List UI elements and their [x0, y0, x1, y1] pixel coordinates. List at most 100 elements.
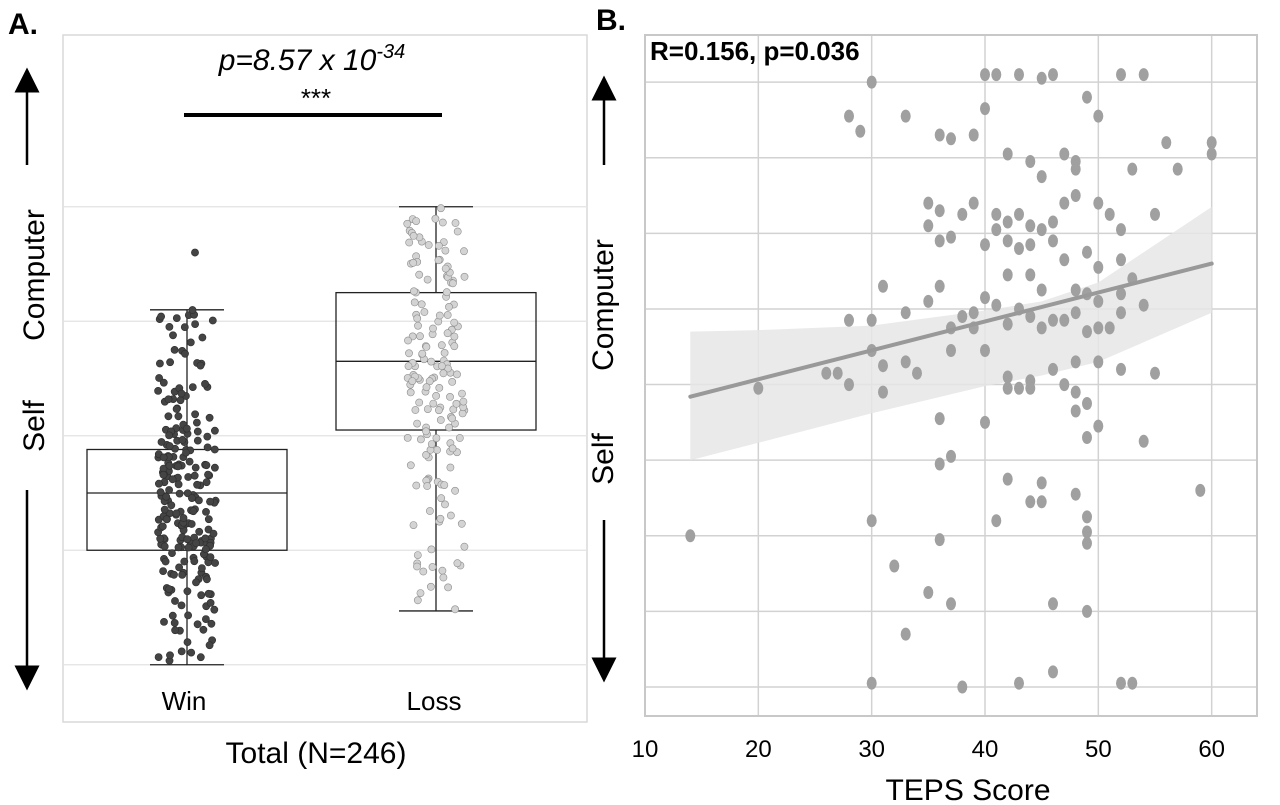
data-point — [438, 218, 447, 227]
scatter-point — [934, 457, 945, 471]
scatter-point — [1082, 325, 1092, 339]
data-point — [176, 396, 185, 405]
scatter-point — [934, 128, 945, 142]
scatter-point — [1127, 162, 1138, 176]
data-point — [446, 392, 454, 401]
data-point — [435, 311, 444, 320]
scatter-point — [1036, 170, 1047, 184]
scatter-point — [1025, 155, 1036, 168]
data-point — [423, 275, 432, 284]
data-point — [429, 399, 438, 408]
data-point — [165, 442, 174, 450]
data-point — [441, 500, 449, 509]
panel-a-x-axis-title: Total (N=246) — [226, 737, 407, 770]
data-point — [178, 571, 187, 579]
significance-stars: *** — [301, 83, 331, 113]
scatter-point — [991, 207, 1002, 221]
scatter-point — [832, 366, 843, 380]
data-point — [434, 241, 443, 250]
scatter-point — [1127, 676, 1138, 690]
scatter-point — [1048, 215, 1058, 229]
data-point — [178, 435, 187, 444]
data-point — [425, 507, 434, 515]
data-point — [441, 246, 450, 255]
scatter-point — [889, 559, 900, 573]
box-loss — [335, 206, 537, 612]
data-point — [188, 306, 197, 314]
data-point — [203, 443, 212, 452]
data-point — [413, 551, 422, 559]
data-point — [210, 463, 219, 472]
panel-b-x-axis-title: TEPS Score — [885, 774, 1050, 805]
scatter-point — [844, 378, 854, 392]
data-point — [451, 605, 459, 614]
data-point — [424, 241, 433, 249]
data-point — [446, 511, 455, 520]
data-point — [166, 651, 174, 660]
scatter-point — [991, 68, 1002, 82]
data-point — [166, 358, 174, 367]
p-value-annotation: p=8.57 x 10-34 — [218, 41, 406, 77]
data-point — [410, 298, 419, 307]
data-point — [403, 219, 412, 228]
data-point — [186, 338, 195, 347]
scatter-point — [957, 207, 968, 221]
panel-b-frame — [644, 34, 1258, 717]
scatter-point — [1002, 472, 1013, 486]
scatter-point — [1059, 147, 1070, 161]
x-tick-label: 40 — [972, 736, 999, 763]
data-point — [158, 522, 167, 531]
data-point — [164, 412, 173, 421]
data-point — [202, 461, 211, 470]
data-point — [189, 507, 198, 516]
data-point — [185, 457, 194, 466]
data-point — [210, 445, 219, 454]
data-point — [187, 494, 196, 502]
data-point — [201, 534, 210, 543]
data-point — [414, 321, 422, 330]
scatter-point — [1082, 525, 1092, 539]
data-point — [170, 619, 179, 627]
x-tick-label: 30 — [858, 736, 885, 763]
data-point — [174, 412, 183, 421]
scatter-point — [991, 298, 1002, 312]
scatter-point — [1116, 287, 1126, 301]
data-point — [194, 496, 203, 505]
data-point — [445, 423, 453, 432]
data-point — [199, 625, 208, 634]
data-point — [183, 535, 192, 544]
data-point — [434, 256, 443, 265]
data-point — [202, 507, 210, 516]
scatter-point — [1093, 321, 1104, 335]
data-point — [201, 545, 210, 554]
data-point — [439, 573, 448, 582]
scatter-point — [1070, 487, 1081, 501]
data-point — [165, 486, 173, 494]
scatter-point — [980, 238, 990, 252]
panel-a-points — [154, 204, 469, 665]
data-point — [211, 559, 219, 567]
data-point — [422, 450, 430, 459]
scatter-point — [1172, 162, 1183, 176]
data-point — [405, 349, 413, 358]
data-point — [207, 619, 216, 628]
data-point — [445, 302, 453, 311]
scatter-point — [1116, 676, 1126, 690]
category-label-win: Win — [162, 686, 207, 716]
data-point — [403, 433, 412, 442]
data-point — [169, 331, 177, 340]
scatter-point — [1002, 268, 1013, 282]
data-point — [204, 525, 213, 534]
data-point — [437, 341, 446, 350]
data-point — [409, 258, 418, 267]
data-point — [175, 563, 183, 572]
data-point — [437, 494, 446, 503]
scatter-point — [1025, 219, 1036, 233]
scatter-point — [946, 132, 956, 146]
scatter-point — [1116, 223, 1126, 237]
scatter-point — [1036, 476, 1047, 490]
data-point — [202, 478, 211, 487]
data-point — [416, 589, 425, 597]
data-point — [192, 418, 201, 427]
scatter-point — [1070, 385, 1081, 399]
